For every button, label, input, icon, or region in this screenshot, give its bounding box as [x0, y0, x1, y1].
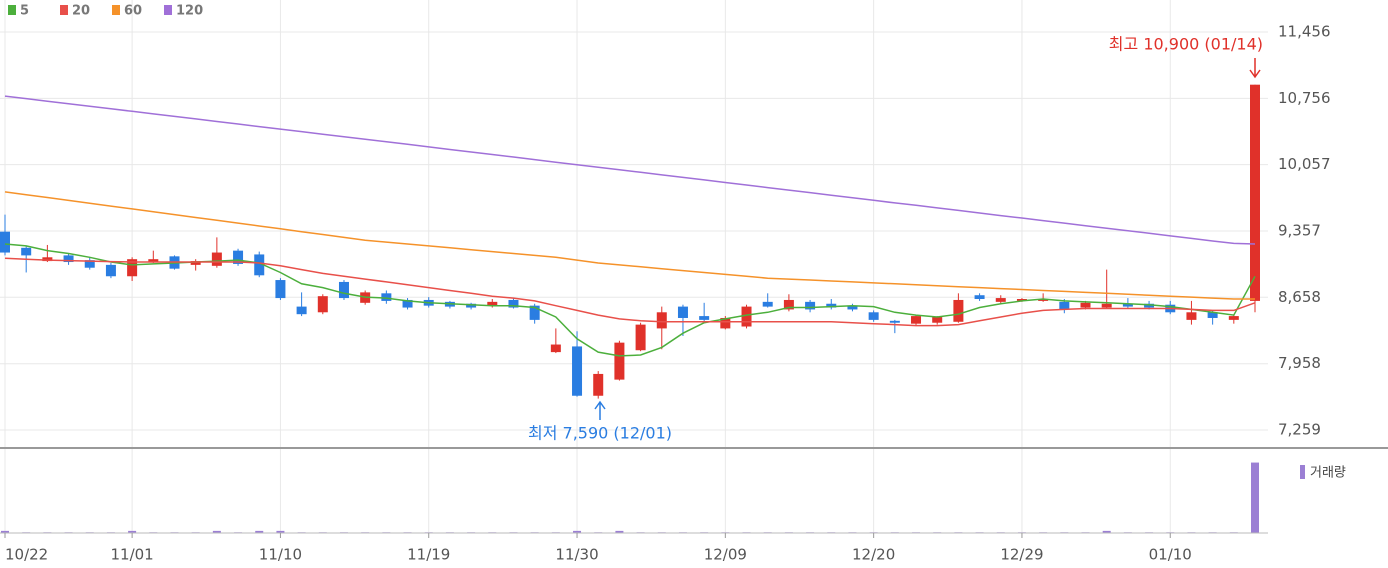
candle-body	[275, 280, 286, 299]
candle-body	[1101, 303, 1112, 308]
candle-body	[1122, 303, 1133, 307]
x-tick-label: 11/19	[407, 546, 450, 564]
y-tick-label: 10,756	[1278, 89, 1331, 107]
candle-body	[127, 259, 138, 277]
candle-body	[21, 247, 32, 256]
x-tick-label: 10/22	[5, 546, 48, 564]
x-tick-label: 12/20	[852, 546, 895, 564]
candle-body	[1250, 84, 1260, 301]
legend-swatch	[60, 5, 68, 15]
ma-line	[4, 257, 1256, 327]
volume-legend-swatch	[1300, 465, 1305, 479]
candle-body	[296, 306, 307, 315]
volume-bar	[1251, 462, 1259, 533]
candle-body	[487, 301, 498, 306]
volume-bar	[1102, 530, 1111, 533]
candle-body	[720, 317, 731, 329]
x-tick-label: 11/30	[555, 546, 598, 564]
volume-bar	[573, 530, 582, 533]
candle-body	[805, 301, 816, 310]
candle-body	[211, 252, 222, 266]
candle-body	[529, 305, 540, 320]
legend-label: 120	[176, 4, 203, 19]
candle-body	[233, 250, 244, 264]
candle-body	[974, 295, 985, 300]
legend-label: 20	[72, 4, 90, 19]
candle-body	[741, 306, 752, 327]
candle-body	[614, 342, 625, 380]
candle-body	[381, 293, 392, 301]
candle-body	[508, 299, 519, 308]
legend-label: 5	[20, 4, 29, 19]
candle-body	[190, 261, 201, 265]
y-tick-label: 9,357	[1278, 222, 1321, 240]
legend-swatch	[164, 5, 172, 15]
y-tick-label: 7,259	[1278, 420, 1321, 438]
volume-bar	[276, 530, 285, 533]
volume-bar	[1, 530, 9, 533]
candle-body	[932, 317, 943, 323]
candle-body	[762, 301, 773, 307]
candle-body	[593, 373, 604, 396]
candle-body	[911, 316, 922, 324]
candle-body	[783, 299, 794, 310]
candle-body	[0, 231, 10, 253]
candle-body	[1207, 312, 1218, 318]
candle-body	[572, 346, 583, 396]
candle-body	[847, 305, 858, 310]
ma-line	[4, 95, 1256, 245]
candle-body	[42, 257, 53, 262]
candle-body	[402, 299, 413, 308]
candle-body	[635, 324, 646, 351]
candle-body	[826, 303, 837, 308]
candle-body	[550, 344, 561, 353]
candle-body	[1059, 301, 1070, 310]
candle-body	[84, 260, 95, 268]
candle-body	[699, 316, 710, 320]
candle-body	[338, 281, 349, 299]
y-tick-label: 7,958	[1278, 354, 1321, 372]
candle-body	[889, 320, 900, 323]
candle-body	[995, 298, 1006, 302]
x-tick-label: 01/10	[1149, 546, 1192, 564]
candle-body	[148, 259, 159, 263]
candle-body	[1228, 316, 1239, 320]
candle-body	[466, 303, 477, 308]
y-tick-label: 8,658	[1278, 288, 1321, 306]
y-tick-label: 11,456	[1278, 22, 1331, 40]
high-arrow	[1249, 58, 1261, 79]
candle-body	[105, 264, 116, 277]
candle-body	[1186, 312, 1197, 320]
x-tick-label: 12/09	[704, 546, 747, 564]
x-tick-label: 11/01	[111, 546, 154, 564]
low-annotation: 최저 7,590 (12/01)	[528, 424, 672, 443]
candle-body	[1038, 299, 1049, 301]
candle-body	[677, 306, 688, 318]
low-arrow	[594, 400, 606, 420]
volume-bar	[212, 530, 221, 533]
volume-bar	[615, 530, 624, 533]
volume-bar	[255, 530, 264, 533]
candle-body	[254, 254, 265, 276]
high-annotation: 최고 10,900 (01/14)	[1109, 35, 1263, 54]
candle-body	[656, 312, 667, 329]
legend-label: 60	[124, 4, 142, 19]
x-tick-label: 12/29	[1000, 546, 1043, 564]
volume-legend: 거래량	[1310, 466, 1346, 481]
ma-line	[4, 191, 1255, 300]
candle-body	[63, 255, 74, 263]
x-tick-label: 11/10	[259, 546, 302, 564]
candle-body	[1080, 302, 1091, 308]
candle-body	[1144, 303, 1155, 308]
candle-body	[868, 312, 879, 320]
volume-bar	[128, 530, 137, 533]
candle-body	[1016, 299, 1027, 301]
y-tick-label: 10,057	[1278, 155, 1331, 173]
candle-body	[317, 296, 328, 313]
legend-swatch	[8, 5, 16, 15]
candle-body	[953, 299, 964, 322]
legend-swatch	[112, 5, 120, 15]
